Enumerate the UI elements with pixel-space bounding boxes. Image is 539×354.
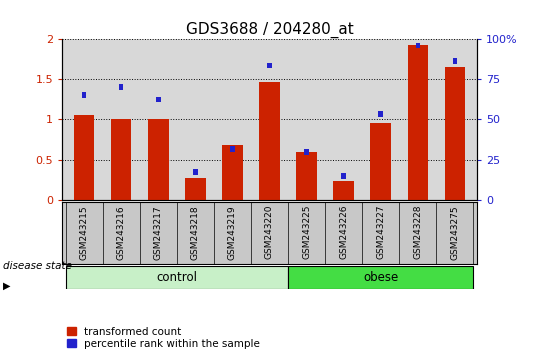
Bar	[453, 58, 457, 63]
Text: control: control	[156, 270, 197, 284]
Bar	[74, 115, 94, 200]
Text: disease state: disease state	[3, 261, 72, 272]
Bar	[267, 63, 272, 68]
Text: GSM243216: GSM243216	[117, 205, 126, 259]
Bar	[111, 119, 132, 200]
Bar	[378, 111, 383, 117]
Text: ▶: ▶	[3, 281, 10, 291]
Text: GSM243227: GSM243227	[376, 205, 385, 259]
Bar	[230, 147, 234, 152]
Bar	[370, 123, 391, 200]
Bar	[156, 97, 161, 102]
Text: GSM243225: GSM243225	[302, 205, 311, 259]
Text: GSM243215: GSM243215	[80, 205, 89, 259]
Bar	[259, 82, 280, 200]
Bar	[119, 85, 123, 90]
Bar	[296, 153, 317, 200]
Text: GSM243217: GSM243217	[154, 205, 163, 259]
Bar	[193, 169, 198, 175]
Bar	[66, 266, 288, 289]
Bar	[334, 182, 354, 200]
Bar	[288, 266, 473, 289]
Text: GSM243219: GSM243219	[228, 205, 237, 259]
Text: GSM243218: GSM243218	[191, 205, 200, 259]
Bar	[305, 149, 309, 154]
Bar	[222, 145, 243, 200]
Bar	[148, 120, 169, 200]
Bar	[416, 42, 420, 48]
Legend: transformed count, percentile rank within the sample: transformed count, percentile rank withi…	[67, 327, 260, 349]
Bar	[407, 45, 428, 200]
Bar	[445, 67, 465, 200]
Bar	[185, 178, 205, 200]
Text: obese: obese	[363, 270, 398, 284]
Bar	[341, 173, 346, 179]
Title: GDS3688 / 204280_at: GDS3688 / 204280_at	[185, 21, 354, 38]
Bar	[82, 92, 86, 98]
Text: GSM243275: GSM243275	[450, 205, 459, 259]
Text: GSM243220: GSM243220	[265, 205, 274, 259]
Text: GSM243226: GSM243226	[339, 205, 348, 259]
Text: GSM243228: GSM243228	[413, 205, 422, 259]
